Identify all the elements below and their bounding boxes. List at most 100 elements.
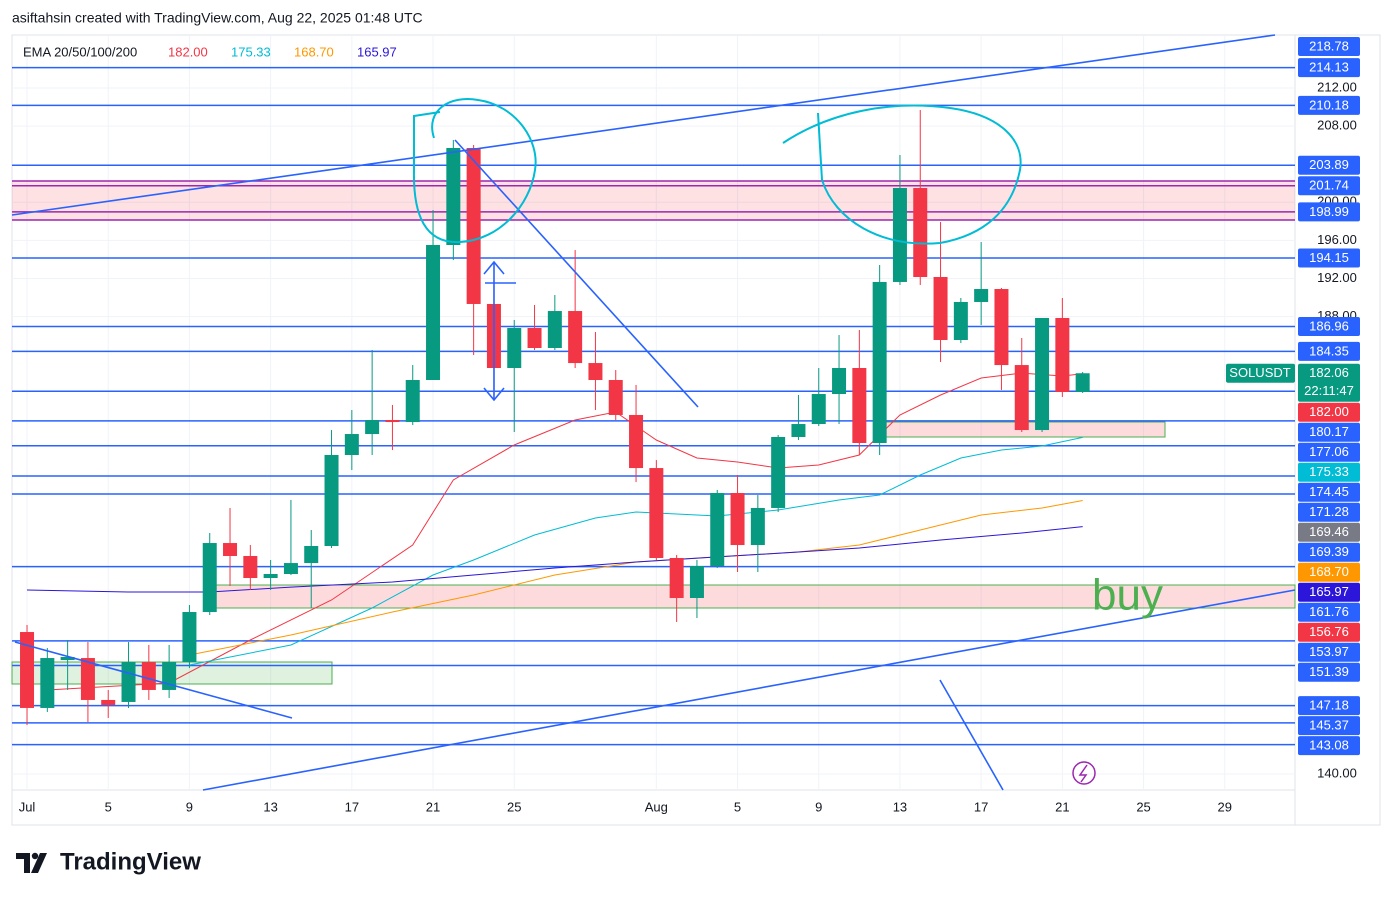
price-label-box	[1298, 502, 1360, 522]
price-label: 194.15	[1309, 250, 1349, 265]
candle-body	[994, 289, 1009, 366]
x-tick-label: 29	[1218, 799, 1232, 814]
symbol-label: SOLUSDT	[1229, 365, 1290, 380]
price-label-box	[1298, 317, 1360, 337]
top-circle	[412, 98, 537, 244]
candle-body	[872, 281, 887, 443]
x-tick-label: Aug	[645, 799, 668, 814]
price-label: 175.33	[1309, 464, 1349, 479]
candle-body	[1075, 373, 1090, 393]
price-label-box	[1298, 402, 1360, 422]
price-label: 169.46	[1309, 524, 1349, 539]
candle-body	[283, 563, 298, 574]
price-label-box	[1298, 422, 1360, 442]
price-label-box	[1298, 522, 1360, 542]
ema-line	[47, 372, 1083, 691]
price-label-box	[1298, 602, 1360, 622]
price-label: 168.70	[1309, 564, 1349, 579]
candle-body	[202, 543, 217, 613]
price-label-box	[1298, 582, 1360, 602]
candle-body	[892, 188, 907, 282]
price-label: 147.18	[1309, 698, 1349, 713]
left-trendline	[14, 641, 293, 719]
x-tick-label: 13	[893, 799, 907, 814]
price-label: 151.39	[1309, 664, 1349, 679]
candle-body	[1014, 365, 1029, 431]
alert-bolt	[1078, 764, 1088, 783]
candle-body	[852, 368, 867, 443]
price-label: 184.35	[1309, 343, 1349, 358]
candle-body	[446, 148, 461, 245]
price-label-box	[1298, 482, 1360, 502]
price-label-box	[1298, 736, 1360, 756]
price-label: 161.76	[1309, 604, 1349, 619]
logo: TradingView	[16, 848, 201, 875]
x-tick-label: 5	[105, 799, 112, 814]
price-label: 145.37	[1309, 718, 1349, 733]
price-label: 153.97	[1309, 644, 1349, 659]
candle-body	[121, 662, 136, 702]
price-label-box	[1298, 562, 1360, 582]
price-label-box	[1298, 542, 1360, 562]
legend-value: 182.00	[168, 44, 208, 59]
candle-body	[141, 662, 156, 690]
logo-text: TradingView	[60, 848, 201, 875]
price-label-box	[1298, 37, 1360, 56]
candle-body	[243, 555, 258, 579]
candle-body	[689, 565, 704, 599]
price-label: 143.08	[1309, 738, 1349, 753]
price-label-box	[1298, 363, 1360, 402]
candle-body	[263, 573, 278, 579]
x-tick-label: 9	[186, 799, 193, 814]
candle-body	[750, 507, 765, 546]
price-label: 174.45	[1309, 484, 1349, 499]
candle-body	[811, 394, 826, 425]
x-tick-label: 21	[1055, 799, 1069, 814]
price-label: 156.76	[1309, 624, 1349, 639]
price-label-box	[1298, 716, 1360, 736]
price-label-box	[1298, 642, 1360, 662]
legend-value: 175.33	[231, 44, 271, 59]
chart-frame	[11, 34, 1381, 826]
x-tick-label: 25	[507, 799, 521, 814]
candle-body	[710, 493, 725, 566]
price-label-box	[1298, 202, 1360, 222]
price-label: 169.39	[1309, 544, 1349, 559]
candle-body	[568, 311, 583, 364]
logo-mark	[31, 853, 47, 873]
candle-body	[365, 420, 380, 435]
resistance-zone	[12, 181, 1295, 220]
candle-body	[771, 436, 786, 508]
y-tick-label: 192.00	[1317, 270, 1357, 285]
legend-value: 168.70	[294, 44, 334, 59]
price-label: 214.13	[1309, 60, 1349, 75]
y-tick-label: 208.00	[1317, 118, 1357, 133]
price-label: 165.97	[1309, 584, 1349, 599]
ema-line	[189, 436, 1083, 666]
candle-body	[832, 368, 847, 395]
candle-body	[182, 612, 197, 663]
x-tick-label: 17	[974, 799, 988, 814]
candle-body	[608, 380, 623, 415]
alert-icon	[1072, 761, 1096, 785]
logo-mark	[16, 853, 30, 873]
down-trendline	[454, 139, 699, 408]
indicator-name: EMA 20/50/100/200	[23, 44, 137, 59]
price-label: 218.78	[1309, 38, 1349, 53]
price-label: 210.18	[1309, 97, 1349, 112]
top-circle	[782, 104, 1022, 245]
arrow-head	[483, 387, 505, 402]
price-label-box	[1298, 462, 1360, 482]
countdown: 22:11:47	[1304, 383, 1354, 398]
legend-value: 165.97	[357, 44, 397, 59]
candle-body	[324, 454, 339, 546]
candle-body	[1055, 317, 1070, 393]
candle-body	[80, 658, 95, 700]
price-label-box	[1298, 662, 1360, 682]
x-tick-label: 21	[426, 799, 440, 814]
right-trendline	[939, 679, 1004, 791]
attribution: asiftahsin created with TradingView.com,…	[12, 10, 423, 26]
arrow-head	[483, 260, 505, 275]
candle-body	[730, 493, 745, 546]
candle-body	[629, 414, 644, 469]
